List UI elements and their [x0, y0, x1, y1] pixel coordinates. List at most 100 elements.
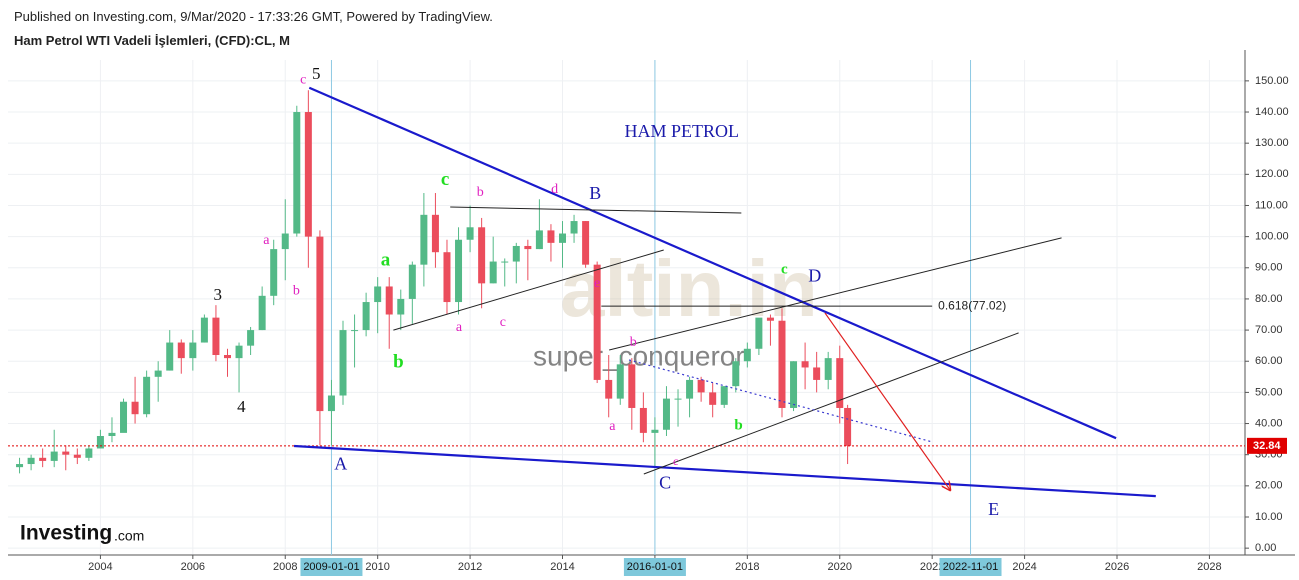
- y-tick-label: 140.00: [1255, 106, 1289, 118]
- candle-body: [339, 330, 347, 396]
- logo-suffix: .com: [114, 528, 144, 544]
- annotation: b: [293, 283, 300, 298]
- trend-line: [293, 444, 1156, 498]
- annotation: a: [263, 233, 270, 248]
- candle-body: [166, 342, 174, 371]
- candle-body: [628, 364, 636, 408]
- x-tick-label: 2014: [550, 561, 574, 573]
- y-tick-label: 50.00: [1255, 386, 1283, 398]
- candle-body: [281, 233, 289, 250]
- candle-body: [443, 252, 451, 303]
- annotation: C: [659, 472, 671, 492]
- logo: Investing: [20, 522, 112, 545]
- candle-body: [39, 457, 47, 461]
- y-tick-label: 10.00: [1255, 511, 1283, 523]
- candle-body: [686, 379, 694, 399]
- candle-body: [131, 401, 139, 415]
- candle-body: [674, 398, 682, 400]
- date-marker-label: 2016-01-01: [627, 561, 683, 573]
- candle-body: [547, 230, 555, 243]
- candle-body: [431, 214, 439, 253]
- candle-body: [397, 298, 405, 315]
- trend-line: [450, 206, 742, 214]
- candle-body: [143, 376, 151, 415]
- chart-title: Ham Petrol WTI Vadeli İşlemleri, (CFD):C…: [14, 33, 290, 48]
- x-tick-label: 2026: [1105, 561, 1129, 573]
- date-marker-label: 2009-01-01: [303, 561, 359, 573]
- x-tick-label: 2020: [828, 561, 852, 573]
- candle-body: [489, 261, 497, 284]
- annotation: B: [589, 183, 601, 203]
- y-tick-label: 70.00: [1255, 324, 1283, 336]
- candle-body: [408, 264, 416, 299]
- annotation: c: [781, 261, 788, 277]
- annotation: E: [988, 499, 999, 519]
- candle-body: [27, 457, 35, 465]
- candle-body: [743, 348, 751, 362]
- candle-body: [651, 429, 659, 433]
- candle-body: [258, 295, 266, 331]
- annotation: 0.618(77.02): [938, 298, 1006, 312]
- annotation: c: [300, 72, 306, 87]
- y-tick-label: 150.00: [1255, 75, 1289, 87]
- x-tick-label: 2024: [1012, 561, 1036, 573]
- annotation: b: [734, 417, 742, 433]
- annotation: b: [630, 335, 637, 350]
- candle-body: [362, 302, 370, 331]
- annotation: b: [393, 351, 404, 372]
- candle-body: [374, 286, 382, 303]
- candle-body: [120, 401, 128, 433]
- candle-body: [189, 342, 197, 359]
- date-marker-box: [623, 558, 686, 576]
- candle-body: [766, 317, 774, 321]
- candle-body: [200, 317, 208, 343]
- annotation: 4: [237, 397, 246, 416]
- x-tick-label: 2018: [735, 561, 759, 573]
- x-tick-label: 2012: [458, 561, 482, 573]
- candle-body: [616, 364, 624, 399]
- candle-body: [570, 221, 578, 234]
- candle-body: [293, 112, 301, 234]
- y-tick-label: 100.00: [1255, 231, 1289, 243]
- candle-body: [836, 358, 844, 408]
- watermark: altin.in: [560, 244, 818, 333]
- candle-body: [73, 454, 81, 458]
- x-tick-label: 2022: [920, 561, 944, 573]
- candle-body: [755, 317, 763, 349]
- candle-body: [351, 330, 359, 332]
- candle-body: [813, 367, 821, 380]
- candle-body: [62, 451, 70, 455]
- candle-body: [709, 392, 717, 405]
- x-tick-label: 2004: [88, 561, 112, 573]
- candle-body: [85, 448, 93, 458]
- annotation: d: [551, 182, 558, 197]
- candle-body: [790, 361, 798, 408]
- candle-body: [732, 361, 740, 387]
- candle-body: [639, 407, 647, 433]
- candle-body: [720, 386, 728, 405]
- candle-body: [559, 233, 567, 243]
- annotation: e: [594, 276, 600, 291]
- annotation: c: [673, 454, 678, 468]
- candle-body: [316, 236, 324, 412]
- annotation: HAM PETROL: [624, 121, 739, 141]
- x-tick-label: 2008: [273, 561, 297, 573]
- y-tick-label: 130.00: [1255, 137, 1289, 149]
- candle-body: [605, 379, 613, 399]
- candle-body: [304, 112, 312, 237]
- y-tick-label: 0.00: [1255, 542, 1276, 554]
- candle-body: [108, 432, 116, 437]
- candle-body: [16, 464, 24, 468]
- candle-body: [455, 239, 463, 303]
- candle-body: [844, 407, 852, 446]
- candle-body: [824, 358, 832, 380]
- candle-body: [96, 436, 104, 449]
- annotation: 5: [312, 64, 321, 83]
- candle-body: [697, 379, 705, 393]
- annotation: a: [609, 419, 616, 434]
- candle-body: [662, 398, 670, 430]
- date-marker-box: [300, 558, 363, 576]
- annotation: a: [456, 320, 463, 335]
